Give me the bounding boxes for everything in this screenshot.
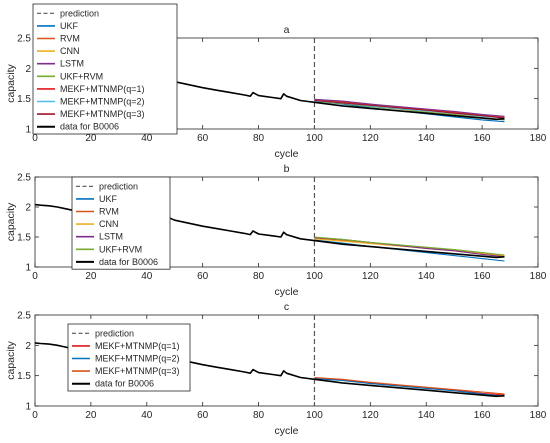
legend-label: MEKF+MTNMP(q=2) [95,354,180,364]
legend-label: MEKF+MTNMP(q=1) [60,84,145,94]
x-tick-label: 20 [85,410,97,421]
legend-label: prediction [95,328,134,338]
series-line-ukf [314,239,505,262]
x-tick-label: 100 [306,410,323,421]
y-tick-label: 1 [25,402,31,413]
legend-label: data for B0006 [60,122,119,132]
x-axis-label: cycle [275,148,299,160]
series-line-mekf-mtnmp-q-3- [314,99,505,119]
legend-label: MEKF+MTNMP(q=1) [95,341,180,351]
legend-label: CNN [60,46,80,56]
x-tick-label: 160 [474,133,491,144]
y-axis-label: capacity [5,63,17,102]
x-tick-label: 40 [141,133,153,144]
x-tick-label: 140 [418,410,435,421]
series-line-mekf-mtnmp-q-1- [314,377,505,396]
x-tick-label: 60 [197,271,209,282]
x-tick-label: 40 [141,410,153,421]
legend: prediction UKF RVM CNN LSTM UKF+RVM data for B… [71,176,171,270]
legend-label: CNN [99,219,119,229]
x-tick-label: 100 [306,271,323,282]
panel-title: a [284,24,290,36]
x-tick-label: 80 [253,271,265,282]
legend-label: prediction [99,181,138,191]
legend-box [71,176,171,270]
x-tick-label: 140 [418,271,435,282]
x-tick-label: 60 [197,410,209,421]
x-tick-label: 0 [32,271,38,282]
legend-label: data for B0006 [99,257,158,267]
x-tick-label: 180 [530,133,547,144]
series-line-ukf-rvm [314,236,505,256]
series-line-mekf-mtnmp-q-3- [314,376,505,395]
x-tick-label: 60 [197,133,209,144]
y-tick-label: 2.5 [17,34,31,45]
x-tick-label: 120 [362,133,379,144]
legend: prediction UKF RVM CNN LSTM UKF+RVM MEKF+MTNMP… [32,3,178,135]
y-tick-label: 1.5 [17,94,31,105]
x-tick-label: 140 [418,133,435,144]
series-line-mekf-mtnmp-q-2- [314,378,505,397]
series-line-lstm [314,98,505,117]
legend-label: data for B0006 [95,379,154,389]
legend-box [67,323,191,392]
y-tick-label: 1 [25,263,31,274]
panel-b: 0 20 40 60 80 100 120 140 160 180 1 1.5 2 2.5 b cycle ca… [5,163,547,298]
y-tick-label: 2.5 [17,173,31,184]
legend-label: LSTM [60,59,84,69]
x-tick-label: 160 [474,410,491,421]
legend-label: UKF [60,21,79,31]
legend-label: MEKF+MTNMP(q=3) [60,109,145,119]
legend: prediction MEKF+MTNMP(q=1) MEKF+MTNMP(q=2)… [67,323,191,392]
y-tick-label: 2 [25,203,31,214]
x-tick-label: 100 [306,133,323,144]
legend-label: UKF+RVM [99,244,142,254]
y-tick-label: 2 [25,64,31,75]
x-tick-label: 180 [530,271,547,282]
panel-title: c [284,301,289,313]
x-tick-label: 80 [253,410,265,421]
x-tick-label: 20 [85,271,97,282]
legend-label: RVM [99,207,119,217]
y-tick-label: 2.5 [17,311,31,322]
y-tick-label: 1.5 [17,371,31,382]
x-tick-label: 160 [474,271,491,282]
panel-a: 0 20 40 60 80 100 120 140 160 180 1 1.5 2 2.5 a cycle ca… [5,3,547,160]
legend-label: RVM [60,34,80,44]
y-tick-label: 1 [25,125,31,136]
x-axis-label: cycle [275,286,299,298]
x-axis-label: cycle [275,425,299,437]
x-tick-label: 20 [85,133,97,144]
y-tick-label: 1.5 [17,233,31,244]
y-tick-label: 2 [25,341,31,352]
panel-c: 0 20 40 60 80 100 120 140 160 180 1 1.5 2 2.5 c cycle ca… [5,301,547,437]
legend-label: prediction [60,8,99,18]
y-axis-label: capacity [5,340,17,379]
x-tick-label: 0 [32,133,38,144]
series-line-rvm [314,99,505,118]
x-tick-label: 0 [32,410,38,421]
x-tick-label: 40 [141,271,153,282]
x-tick-label: 180 [530,410,547,421]
legend-label: LSTM [99,232,123,242]
legend-box [32,3,178,135]
x-tick-label: 80 [253,133,265,144]
legend-label: UKF [99,194,118,204]
panel-title: b [284,163,290,175]
legend-label: UKF+RVM [60,71,103,81]
legend-label: MEKF+MTNMP(q=3) [95,366,180,376]
legend-label: MEKF+MTNMP(q=2) [60,97,145,107]
y-axis-label: capacity [5,202,17,241]
x-tick-label: 120 [362,271,379,282]
x-tick-label: 120 [362,410,379,421]
